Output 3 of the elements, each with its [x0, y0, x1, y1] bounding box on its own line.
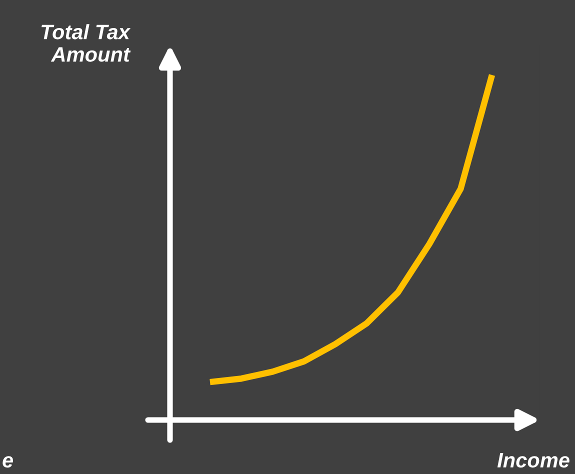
- text: e: [2, 456, 14, 468]
- y-axis-title: Total Tax Amount: [42, 24, 131, 62]
- x-axis-title: Income: [497, 453, 570, 468]
